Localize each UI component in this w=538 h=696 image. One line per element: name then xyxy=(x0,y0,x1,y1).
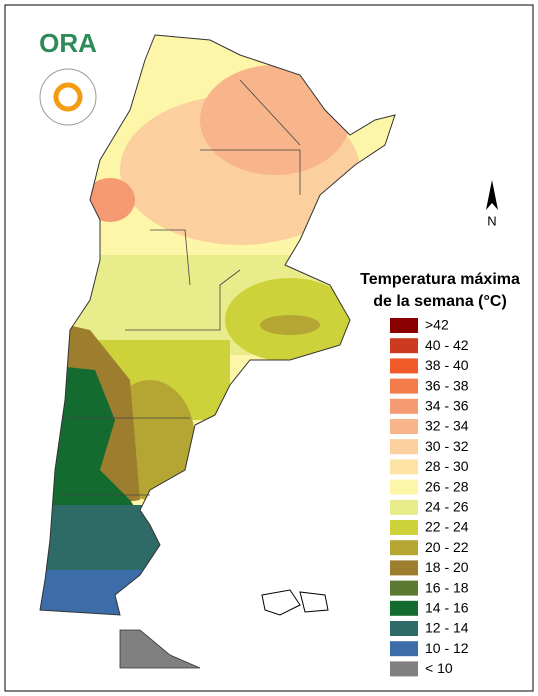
legend-swatch xyxy=(390,499,418,515)
legend-label: 38 - 40 xyxy=(425,357,469,373)
legend-label: < 10 xyxy=(425,660,453,676)
legend-swatch xyxy=(390,338,418,354)
legend-swatch xyxy=(390,419,418,434)
legend-swatch xyxy=(390,479,418,495)
legend-swatch xyxy=(390,621,418,636)
legend-title: de la semana (°C) xyxy=(373,293,507,310)
legend-label: 26 - 28 xyxy=(425,478,469,494)
north-label: N xyxy=(487,213,496,228)
legend-swatch xyxy=(390,641,418,657)
legend-label: 32 - 34 xyxy=(425,418,469,434)
legend-label: >42 xyxy=(425,317,449,333)
legend: Temperatura máxima de la semana (°C) >42 40… xyxy=(360,271,520,677)
legend-swatch xyxy=(390,560,418,576)
legend-swatch xyxy=(390,358,418,374)
legend-swatch xyxy=(390,439,418,455)
legend-swatch xyxy=(390,520,418,535)
legend-swatch xyxy=(390,540,418,556)
legend-title: Temperatura máxima xyxy=(360,271,520,288)
legend-label: 28 - 30 xyxy=(425,458,469,474)
legend-label: 24 - 26 xyxy=(425,499,469,515)
legend-swatch xyxy=(390,398,418,414)
legend-swatch xyxy=(390,580,418,596)
legend-label: 10 - 12 xyxy=(425,640,469,656)
tierra-del-fuego xyxy=(119,629,201,669)
legend-swatch xyxy=(390,378,418,394)
legend-label: 20 - 22 xyxy=(425,539,469,555)
north-arrow xyxy=(486,180,498,210)
islands-west xyxy=(261,589,301,616)
logo-seal xyxy=(39,68,97,126)
legend-label: 14 - 16 xyxy=(425,600,469,616)
logo-text: ORA xyxy=(39,28,97,58)
legend-label: 12 - 14 xyxy=(425,620,469,636)
logo-seal-mark xyxy=(53,82,83,112)
legend-label: 36 - 38 xyxy=(425,377,469,393)
legend-swatch xyxy=(390,661,418,677)
legend-label: 22 - 24 xyxy=(425,519,469,535)
islands-east xyxy=(299,591,329,613)
province-borders xyxy=(60,79,301,496)
country-outline xyxy=(39,34,396,616)
legend-swatch xyxy=(390,459,418,475)
legend-swatch xyxy=(390,600,418,616)
legend-label: 18 - 20 xyxy=(425,559,469,575)
legend-swatch xyxy=(390,318,418,333)
legend-label: 34 - 36 xyxy=(425,398,469,414)
legend-label: 16 - 18 xyxy=(425,579,469,595)
legend-label: 40 - 42 xyxy=(425,337,469,353)
legend-label: 30 - 32 xyxy=(425,438,469,454)
